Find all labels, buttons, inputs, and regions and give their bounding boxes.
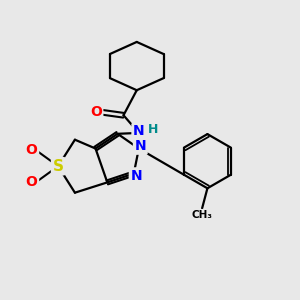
Text: S: S (52, 159, 64, 174)
Text: H: H (148, 123, 158, 136)
Text: N: N (130, 169, 142, 183)
Text: N: N (134, 139, 146, 153)
Text: O: O (26, 175, 38, 189)
Text: O: O (90, 105, 102, 119)
Text: N: N (133, 124, 145, 138)
Text: O: O (26, 143, 38, 157)
Text: CH₃: CH₃ (192, 210, 213, 220)
